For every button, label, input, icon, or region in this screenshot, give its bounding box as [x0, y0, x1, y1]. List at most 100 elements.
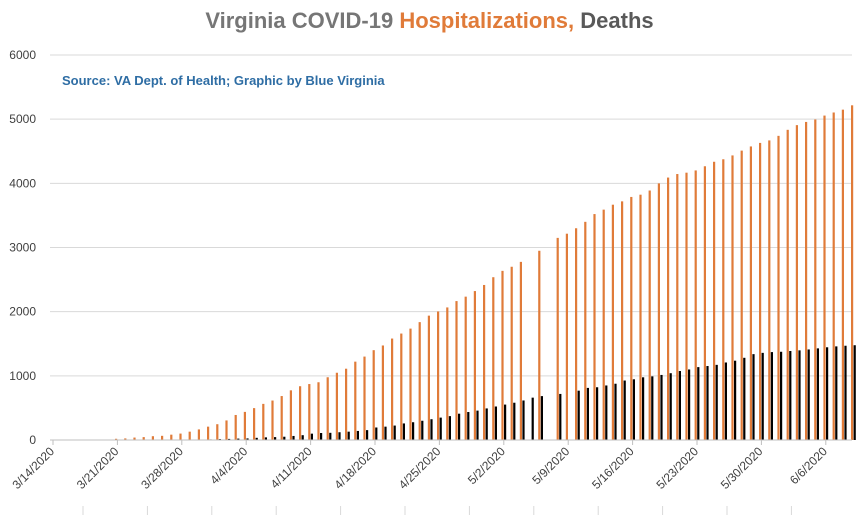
bar-hospitalizations: [841, 109, 844, 441]
bar-deaths: [448, 416, 451, 440]
bar-hospitalizations: [243, 411, 246, 440]
bar-hospitalizations: [299, 386, 302, 440]
bar-hospitalizations: [795, 125, 798, 440]
title-part-deaths: Deaths: [574, 8, 654, 33]
bar-deaths: [826, 347, 829, 440]
bar-deaths: [356, 430, 359, 440]
bar-hospitalizations: [381, 345, 384, 440]
bar-deaths: [678, 371, 681, 440]
bar-hospitalizations: [115, 438, 118, 440]
bar-hospitalizations: [427, 315, 430, 440]
bar-deaths: [596, 387, 599, 440]
bar-hospitalizations: [814, 119, 817, 441]
bar-deaths: [504, 404, 507, 440]
bar-deaths: [789, 351, 792, 440]
title-part-hospitalizations: Hospitalizations,: [399, 8, 575, 33]
bars: [115, 105, 856, 441]
bar-hospitalizations: [308, 384, 311, 440]
bar-hospitalizations: [510, 266, 513, 440]
bar-deaths: [255, 437, 258, 440]
bar-hospitalizations: [363, 356, 366, 440]
bar-deaths: [697, 367, 700, 440]
bar-hospitalizations: [207, 426, 210, 440]
bar-deaths: [485, 408, 488, 440]
bar-deaths: [853, 345, 856, 440]
x-tick-label: 4/25/2020: [396, 444, 444, 492]
bar-deaths: [816, 348, 819, 440]
x-tick-label: 4/18/2020: [331, 444, 379, 492]
x-tick-label: 5/9/2020: [529, 444, 572, 487]
y-tick-label: 0: [29, 433, 36, 447]
bar-deaths: [338, 432, 341, 440]
x-tick-label: 3/21/2020: [74, 444, 122, 492]
bar-deaths: [283, 436, 286, 440]
bar-hospitalizations: [188, 431, 191, 440]
bar-deaths: [228, 438, 231, 440]
bar-hospitalizations: [464, 296, 467, 440]
bar-hospitalizations: [639, 194, 642, 440]
bar-deaths: [835, 346, 838, 440]
bar-hospitalizations: [501, 270, 504, 440]
bar-hospitalizations: [823, 115, 826, 440]
x-tick-label: 3/28/2020: [138, 444, 186, 492]
y-tick-label: 2000: [9, 305, 36, 319]
bar-deaths: [384, 426, 387, 440]
bar-hospitalizations: [446, 307, 449, 440]
bar-hospitalizations: [170, 434, 173, 440]
x-tick-label: 5/16/2020: [589, 444, 637, 492]
bar-hospitalizations: [611, 204, 614, 440]
bar-hospitalizations: [455, 301, 458, 440]
bar-deaths: [743, 357, 746, 440]
bar-hospitalizations: [703, 166, 706, 440]
bar-deaths: [310, 433, 313, 440]
bar-hospitalizations: [731, 155, 734, 441]
bar-hospitalizations: [225, 420, 228, 440]
bar-deaths: [669, 373, 672, 440]
bar-hospitalizations: [851, 105, 854, 440]
bar-deaths: [237, 438, 240, 440]
bar-hospitalizations: [354, 361, 357, 440]
x-tick-label: 5/23/2020: [653, 444, 701, 492]
bar-deaths: [430, 419, 433, 440]
bar-hospitalizations: [805, 121, 808, 441]
bar-hospitalizations: [216, 424, 219, 440]
bar-hospitalizations: [161, 435, 164, 440]
y-tick-label: 6000: [9, 48, 36, 62]
bar-deaths: [366, 430, 369, 440]
bar-hospitalizations: [584, 221, 587, 440]
bar-deaths: [246, 438, 249, 440]
bar-hospitalizations: [786, 129, 789, 440]
bar-hospitalizations: [142, 437, 145, 440]
bar-deaths: [632, 379, 635, 440]
bar-hospitalizations: [483, 284, 486, 440]
bar-deaths: [274, 437, 277, 440]
bar-deaths: [494, 406, 497, 440]
bar-deaths: [513, 402, 516, 440]
bar-deaths: [586, 387, 589, 440]
bar-hospitalizations: [335, 372, 338, 440]
bar-deaths: [577, 390, 580, 440]
bar-hospitalizations: [832, 112, 835, 441]
bar-deaths: [421, 420, 424, 440]
bar-deaths: [559, 393, 562, 440]
source-annotation: Source: VA Dept. of Health; Graphic by B…: [62, 73, 385, 88]
bar-deaths: [770, 352, 773, 440]
bar-deaths: [375, 427, 378, 440]
bar-hospitalizations: [648, 190, 651, 440]
bar-deaths: [660, 374, 663, 440]
bar-hospitalizations: [271, 400, 274, 440]
bar-deaths: [807, 349, 810, 440]
bar-hospitalizations: [676, 174, 679, 440]
bar-hospitalizations: [280, 396, 283, 440]
bar-deaths: [642, 377, 645, 440]
bar-hospitalizations: [519, 261, 522, 440]
bar-hospitalizations: [657, 183, 660, 440]
bar-deaths: [798, 350, 801, 440]
gridlines: [50, 54, 852, 377]
bar-hospitalizations: [759, 142, 762, 440]
bar-deaths: [412, 422, 415, 440]
x-tick-label: 6/6/2020: [787, 444, 830, 487]
x-tick-label: 4/11/2020: [268, 444, 315, 491]
bar-deaths: [623, 380, 626, 440]
